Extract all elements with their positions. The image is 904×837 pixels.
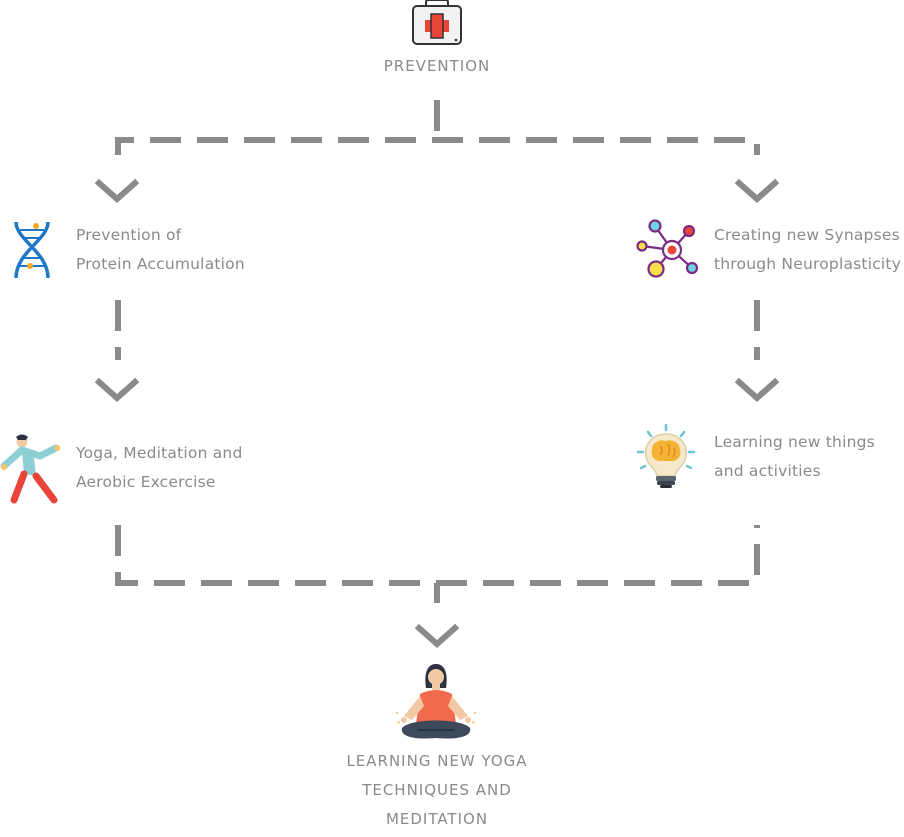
arrow-right-2 — [734, 377, 780, 403]
yoga-exercise-line-2: Aerobic Excercise — [76, 473, 216, 491]
arrow-left-1 — [94, 178, 140, 204]
yoga-exercise-line-1: Yoga, Meditation and — [76, 444, 243, 462]
yoga-exercise-label: Yoga, Meditation and Aerobic Excercise — [76, 439, 243, 497]
learning-line-2: and activities — [714, 462, 821, 480]
connectors — [115, 100, 760, 603]
synapses-line-2: through Neuroplasticity — [714, 255, 902, 273]
yoga-techniques-line-3: MEDITATION — [385, 810, 489, 828]
arrow-left-2 — [94, 377, 140, 403]
arrow-bottom — [414, 623, 460, 649]
protein-accumulation-line-1: Prevention of — [76, 226, 182, 244]
arrowheads — [94, 178, 780, 649]
protein-accumulation-line-2: Protein Accumulation — [76, 255, 245, 273]
connector-top-bar — [115, 137, 760, 155]
meditating-person-icon — [395, 664, 477, 739]
yoga-techniques-line-1: LEARNING NEW YOGA — [346, 752, 528, 770]
yoga-techniques-line-2: TECHNIQUES AND — [362, 781, 512, 799]
first-aid-kit-icon — [412, 0, 462, 45]
exercise-person-icon — [0, 434, 60, 504]
synapse-network-icon — [636, 219, 699, 278]
prevention-title-text: PREVENTION — [383, 57, 491, 75]
protein-accumulation-label: Prevention of Protein Accumulation — [76, 221, 245, 279]
yoga-techniques-title: LEARNING NEW YOGA TECHNIQUES AND MEDITAT… — [297, 747, 577, 834]
connector-bottom-bar — [115, 525, 760, 586]
prevention-title: PREVENTION — [337, 52, 537, 81]
dna-icon — [14, 221, 50, 279]
brain-lightbulb-icon — [636, 423, 696, 488]
synapses-line-1: Creating new Synapses — [714, 226, 900, 244]
learning-label: Learning new things and activities — [714, 428, 875, 486]
arrow-right-1 — [734, 178, 780, 204]
synapses-label: Creating new Synapses through Neuroplast… — [714, 221, 901, 279]
learning-line-1: Learning new things — [714, 433, 875, 451]
